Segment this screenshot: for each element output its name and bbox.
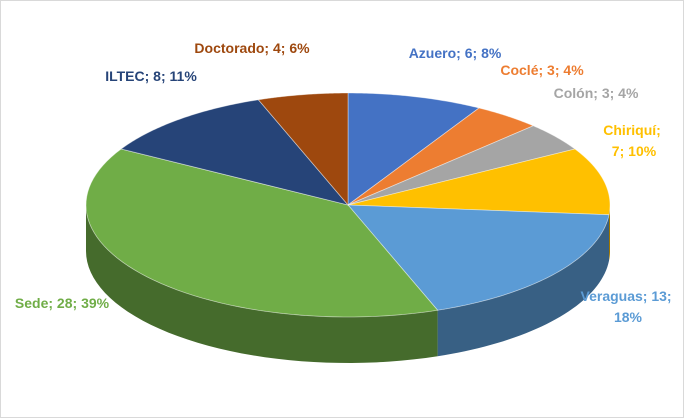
data-label-part: 39% <box>81 295 110 311</box>
data-label-part: Chiriquí <box>603 122 657 138</box>
data-label-part: ILTEC <box>105 68 144 84</box>
data-label-part: ; <box>593 85 602 101</box>
slice-side <box>437 214 610 357</box>
data-label-part: ; <box>643 288 652 304</box>
data-label-part: Coclé <box>500 62 538 78</box>
data-label-part: 4% <box>563 62 584 78</box>
data-label-part: ; <box>555 62 564 78</box>
slice-side <box>609 205 610 261</box>
slice <box>347 148 611 216</box>
data-label: Veraguas; 13; <box>581 288 676 304</box>
data-label-part: 11% <box>170 68 198 84</box>
data-label-part: 8% <box>481 45 502 61</box>
data-label: Sede; 28; 39% <box>15 295 110 311</box>
data-label-part: 10% <box>628 143 657 159</box>
data-label-part: 6 <box>465 45 473 61</box>
data-label: 18% <box>614 309 643 325</box>
data-label-part: 3 <box>547 62 555 78</box>
data-label-part: ; <box>281 40 290 56</box>
slice <box>347 204 610 311</box>
data-label-part: 4 <box>273 40 281 56</box>
data-label: Chiriquí; <box>603 122 664 138</box>
data-label-part: ; <box>145 68 154 84</box>
slice <box>85 148 439 318</box>
slice <box>257 92 349 207</box>
data-label: Colón; 3; 4% <box>554 85 639 101</box>
data-label-part: 28 <box>57 295 73 311</box>
data-label: ILTEC; 8; 11% <box>105 68 197 84</box>
data-label-part: 7 <box>612 143 620 159</box>
data-label-part: ; <box>456 45 465 61</box>
data-label-part: Colón <box>554 85 594 101</box>
data-label-part: ; <box>161 68 170 84</box>
data-label-part: Veraguas <box>581 288 643 304</box>
data-label-part: 6% <box>289 40 310 56</box>
data-label-part: ; <box>667 288 676 304</box>
data-label-part: 3 <box>602 85 610 101</box>
data-label-part: ; <box>264 40 273 56</box>
data-label-part: 8 <box>153 68 161 84</box>
slice-side <box>86 205 438 363</box>
data-label-part: ; <box>473 45 482 61</box>
data-label-part: 13 <box>651 288 667 304</box>
data-label-part: ; <box>610 85 619 101</box>
data-label: Coclé; 3; 4% <box>500 62 584 78</box>
slice <box>347 107 535 206</box>
slice <box>347 92 480 206</box>
data-label: 7; 10% <box>612 143 657 159</box>
data-label-part: ; <box>48 295 57 311</box>
data-label-part: ; <box>656 122 665 138</box>
slice <box>120 99 350 206</box>
data-label-part: ; <box>620 143 629 159</box>
data-label-part: Doctorado <box>194 40 264 56</box>
data-label-part: Sede <box>15 295 49 311</box>
data-label-part: Azuero <box>409 45 456 61</box>
data-label-part: 18% <box>614 309 643 325</box>
data-label-part: 4% <box>618 85 639 101</box>
slice <box>347 125 576 206</box>
data-label: Azuero; 6; 8% <box>409 45 502 61</box>
data-label: Doctorado; 4; 6% <box>194 40 310 56</box>
data-label-part: ; <box>73 295 82 311</box>
data-label-part: ; <box>538 62 547 78</box>
